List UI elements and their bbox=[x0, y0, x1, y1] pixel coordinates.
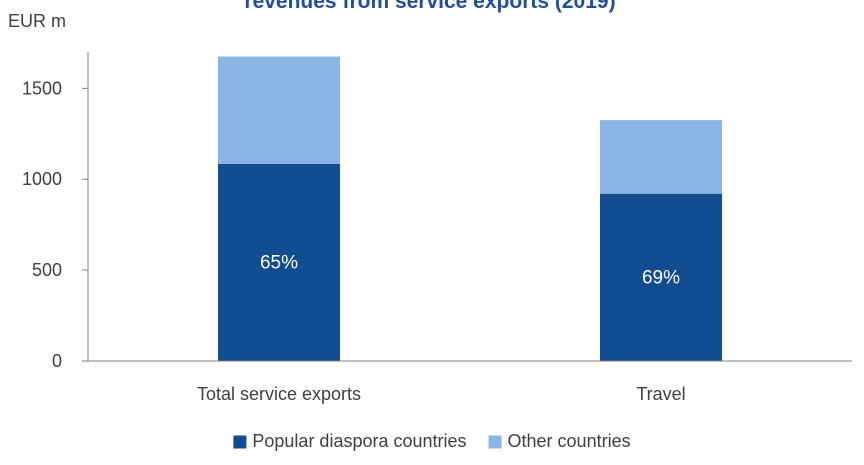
y-axis-unit-label: EUR m bbox=[8, 11, 66, 31]
y-tick-label: 1500 bbox=[22, 78, 62, 98]
legend-label: Other countries bbox=[508, 431, 631, 451]
y-tick-label: 1000 bbox=[22, 169, 62, 189]
y-tick-label: 0 bbox=[52, 351, 62, 371]
x-category-label: Total service exports bbox=[197, 384, 361, 404]
bar-segment-other-countries bbox=[218, 56, 340, 164]
x-axis: Total service exports Travel bbox=[88, 360, 852, 404]
bar-segment-popular-diaspora bbox=[218, 163, 340, 361]
chart-title: revenues from service exports (2019) bbox=[244, 0, 615, 13]
legend-label: Popular diaspora countries bbox=[252, 431, 466, 451]
y-axis: 0 500 1000 1500 bbox=[22, 52, 89, 371]
bar-data-label: 65% bbox=[260, 252, 298, 273]
legend: Popular diaspora countries Other countrie… bbox=[233, 431, 631, 451]
legend-swatch-other-countries bbox=[488, 435, 502, 449]
x-category-label: Travel bbox=[636, 384, 685, 404]
bars: 65% 69% bbox=[218, 56, 722, 361]
bar-data-label: 69% bbox=[642, 267, 680, 288]
bar-segment-popular-diaspora bbox=[600, 193, 722, 361]
bar-segment-other-countries bbox=[600, 120, 722, 194]
legend-swatch-popular-diaspora bbox=[233, 435, 247, 449]
y-tick-label: 500 bbox=[32, 260, 62, 280]
